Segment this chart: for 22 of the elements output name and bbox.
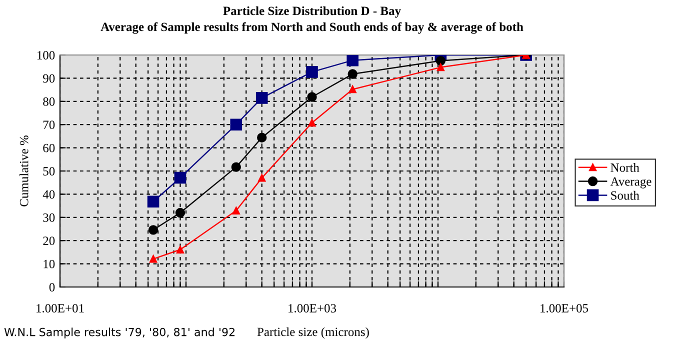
legend-label: Average: [610, 177, 652, 188]
text: W.N.L Sample results '79, '80, 81' and '92: [4, 328, 235, 338]
y-tick-label: 20: [43, 236, 55, 246]
x-tick-label: 1.00E+01: [36, 304, 84, 313]
y-tick-label: 30: [43, 213, 55, 222]
x-tick-label: 1.00E+05: [540, 304, 588, 313]
chart-subtitle: Average of Sample results from North and South ends of bay & average of both: [100, 22, 524, 34]
y-axis-title: Cumulative %: [19, 135, 28, 206]
y-tick-label: 10: [44, 260, 55, 268]
chart-title: Particle Size Distribution D - Bay: [223, 6, 401, 18]
y-tick-label: 70: [43, 120, 55, 130]
y-tick-label: 50: [43, 167, 55, 176]
y-tick-label: 0: [49, 283, 55, 292]
legend-label: North: [610, 163, 640, 172]
x-tick-label: 1.00E+03: [288, 304, 336, 313]
y-tick-label: 90: [43, 74, 55, 83]
x-axis-title: Particle size (microns): [257, 327, 369, 339]
y-tick-label: 100: [37, 51, 55, 60]
y-tick-label: 40: [42, 190, 55, 199]
y-tick-label: 60: [43, 144, 55, 152]
y-tick-label: 80: [43, 97, 55, 106]
legend-label: South: [611, 190, 640, 200]
